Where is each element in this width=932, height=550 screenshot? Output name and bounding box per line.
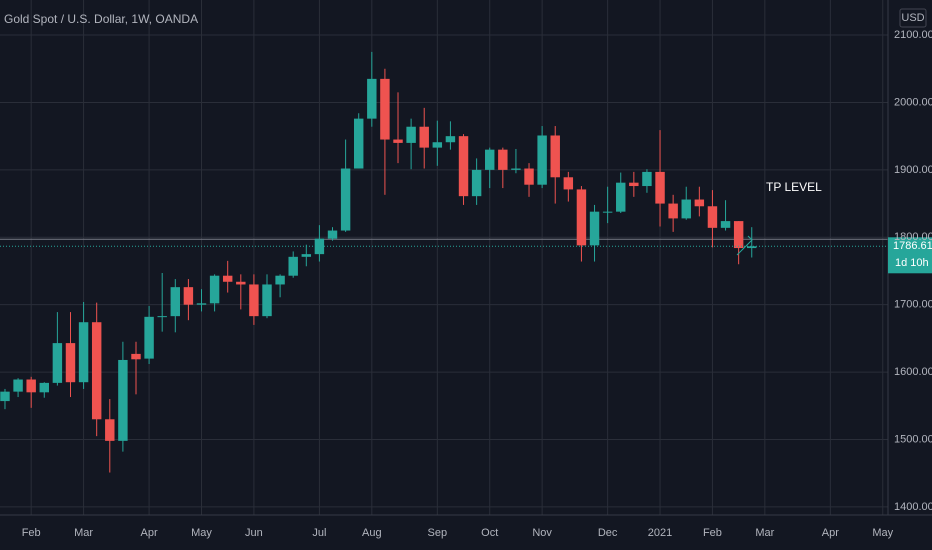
y-tick-label: 1900.000: [894, 164, 932, 176]
candle-body: [629, 182, 639, 187]
x-tick-label: May: [191, 527, 212, 539]
currency-box[interactable]: [899, 8, 927, 28]
candle-body: [26, 379, 36, 393]
x-tick-label: Jun: [245, 527, 263, 539]
candle-body: [39, 382, 49, 393]
candle-body: [485, 149, 495, 170]
x-tick-label: 2021: [648, 527, 672, 539]
x-tick-label: Sep: [428, 527, 448, 539]
candle-body: [406, 126, 416, 143]
candle-body: [249, 284, 259, 317]
candle-body: [301, 254, 312, 257]
x-tick-label: Mar: [74, 527, 93, 539]
candle-body: [550, 135, 560, 178]
candle-body: [13, 379, 23, 392]
candle-body: [733, 221, 744, 249]
annotation: TP LEVEL: [766, 180, 822, 194]
candle-body: [563, 177, 574, 190]
candle-body: [157, 316, 167, 318]
y-tick-label: 1500.000: [894, 433, 932, 445]
candle-body: [314, 238, 325, 255]
x-tick-label: Jul: [312, 527, 326, 539]
candle-body: [393, 139, 403, 143]
candle-body: [707, 206, 718, 228]
candle-body: [105, 419, 115, 441]
candle-body: [681, 199, 691, 219]
candle-body: [118, 359, 128, 441]
y-tick-label: 1600.000: [894, 366, 932, 378]
x-tick-label: Oct: [481, 527, 498, 539]
candle-body: [524, 168, 534, 185]
candle-body: [91, 322, 102, 420]
x-tick-label: May: [872, 527, 893, 539]
y-tick-label: 2100.000: [894, 29, 932, 41]
candle-body: [340, 168, 351, 231]
candle-body: [537, 135, 547, 185]
y-tick-label: 1800.000: [894, 231, 932, 243]
candle-body: [236, 281, 246, 285]
candle-body: [65, 343, 76, 383]
candle-body: [275, 275, 285, 285]
candle-body: [694, 199, 705, 207]
candle-body: [471, 169, 482, 197]
candle-body: [78, 322, 89, 383]
candle-body: [642, 171, 652, 187]
x-tick-label: Nov: [532, 527, 552, 539]
candle-body: [288, 256, 298, 276]
last-price-label: 1786.616: [893, 240, 932, 252]
candle-body: [222, 275, 233, 282]
y-tick-label: 1400.000: [894, 501, 932, 513]
candle-body: [589, 211, 600, 246]
candle-body: [458, 136, 469, 197]
x-tick-label: Apr: [141, 527, 158, 539]
x-tick-label: Dec: [598, 527, 618, 539]
candle-body: [498, 149, 508, 170]
candle-body: [655, 171, 665, 204]
chart-title: Gold Spot / U.S. Dollar, 1W, OANDA: [4, 12, 198, 26]
candle-body: [419, 126, 429, 148]
candle-body: [0, 391, 10, 402]
candle-body: [668, 203, 678, 219]
candle-body: [353, 118, 364, 169]
x-tick-label: Feb: [22, 527, 41, 539]
candle-body: [720, 221, 731, 228]
candle-body: [262, 284, 272, 317]
candle-body: [367, 78, 377, 119]
x-tick-label: Mar: [755, 527, 774, 539]
candle-body: [602, 211, 613, 213]
candle-body: [209, 275, 220, 304]
candle-body: [196, 303, 207, 305]
candle-body: [170, 287, 181, 317]
y-tick-label: 1700.000: [894, 299, 932, 311]
candle-body: [380, 78, 390, 140]
drawing-line: [736, 235, 753, 256]
candle-body: [327, 230, 338, 239]
candle-body: [183, 287, 194, 305]
countdown-label: 1d 10h: [895, 257, 929, 269]
candle-body: [445, 136, 456, 143]
candle-body: [52, 343, 63, 383]
candle-body: [511, 168, 521, 170]
last-price-box: [888, 237, 932, 274]
y-tick-label: 2000.000: [894, 96, 932, 108]
x-tick-label: Feb: [703, 527, 722, 539]
candle-body: [616, 182, 626, 212]
candle-body: [131, 353, 141, 360]
candle-body: [576, 189, 587, 246]
candle-body: [432, 142, 443, 148]
x-tick-label: Aug: [362, 527, 382, 539]
candle-body: [747, 246, 757, 249]
candle-body: [144, 316, 154, 359]
x-tick-label: Apr: [822, 527, 839, 539]
currency-label[interactable]: USD: [901, 12, 924, 24]
